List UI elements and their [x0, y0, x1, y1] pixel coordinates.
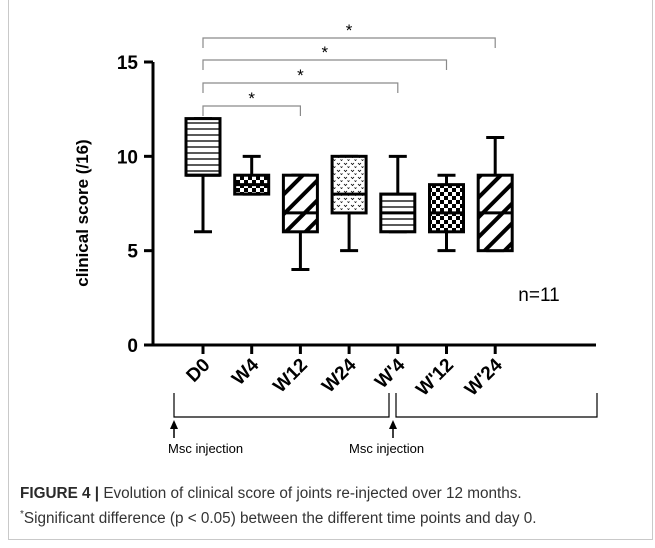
caption-footnote-line: *Significant difference (p < 0.05) betwe… — [20, 504, 648, 529]
boxes — [184, 117, 514, 272]
box-body — [428, 183, 465, 234]
box-W'24 — [476, 135, 514, 253]
y-axis-label: clinical score (/16) — [73, 139, 92, 286]
x-tick-label: W4 — [228, 354, 263, 389]
box-W4 — [233, 154, 271, 196]
significance-star: * — [346, 21, 353, 40]
significance-bracket — [202, 105, 301, 116]
figure-caption: FIGURE 4 | Evolution of clinical score o… — [20, 483, 648, 529]
injection-markers: Msc injection Msc injection — [168, 420, 424, 456]
box-W12 — [281, 173, 319, 272]
x-tick-label: W'12 — [412, 355, 458, 401]
significance-bracket — [202, 37, 496, 48]
significance-star: * — [321, 43, 328, 62]
box-body — [281, 173, 319, 234]
x-tick-label: W12 — [269, 355, 311, 397]
significance-bracket — [202, 82, 399, 93]
y-tick-label: 10 — [117, 147, 138, 168]
caption-footnote: Significant difference (p < 0.05) betwee… — [23, 510, 537, 528]
injection-arrow-head — [389, 420, 397, 429]
timeline-bracket-2 — [395, 393, 598, 418]
box-plot-chart: 0 5 10 15 clinical score (/16) D0 W4 W12 W24 W'… — [73, 21, 598, 456]
x-tick-label: D0 — [183, 355, 215, 387]
x-ticks: D0 W4 W12 W24 W'4 W'12 W'24 — [183, 345, 507, 401]
box-D0 — [184, 117, 222, 234]
box-body — [184, 117, 222, 177]
box-W'4 — [379, 154, 417, 234]
caption-label: FIGURE 4 | — [20, 485, 100, 502]
caption-text: Evolution of clinical score of joints re… — [99, 485, 522, 502]
footnote-marker: * — [20, 509, 24, 520]
significance-star: * — [248, 89, 255, 108]
significance-bracket — [202, 59, 448, 70]
timeline-bracket-1 — [173, 393, 390, 418]
y-tick-label: 5 — [127, 242, 138, 263]
significance-brackets: * * * * — [202, 21, 496, 116]
x-tick-label: W24 — [318, 354, 361, 397]
y-tick-label: 0 — [127, 336, 138, 357]
injection-label: Msc injection — [349, 441, 424, 456]
box-body — [330, 154, 368, 215]
axes — [151, 62, 596, 347]
y-tick-label: 15 — [117, 53, 139, 74]
significance-star: * — [297, 66, 304, 85]
x-tick-label: W'24 — [461, 354, 507, 400]
x-tick-label: W'4 — [371, 354, 410, 393]
figure-frame — [8, 0, 653, 540]
injection-arrow-head — [170, 420, 178, 429]
n-annotation: n=11 — [518, 285, 559, 306]
injection-label: Msc injection — [168, 441, 243, 456]
timeline — [173, 393, 598, 418]
y-ticks: 0 5 10 15 — [117, 53, 153, 357]
box-W'12 — [428, 173, 465, 253]
box-W24 — [330, 154, 368, 253]
